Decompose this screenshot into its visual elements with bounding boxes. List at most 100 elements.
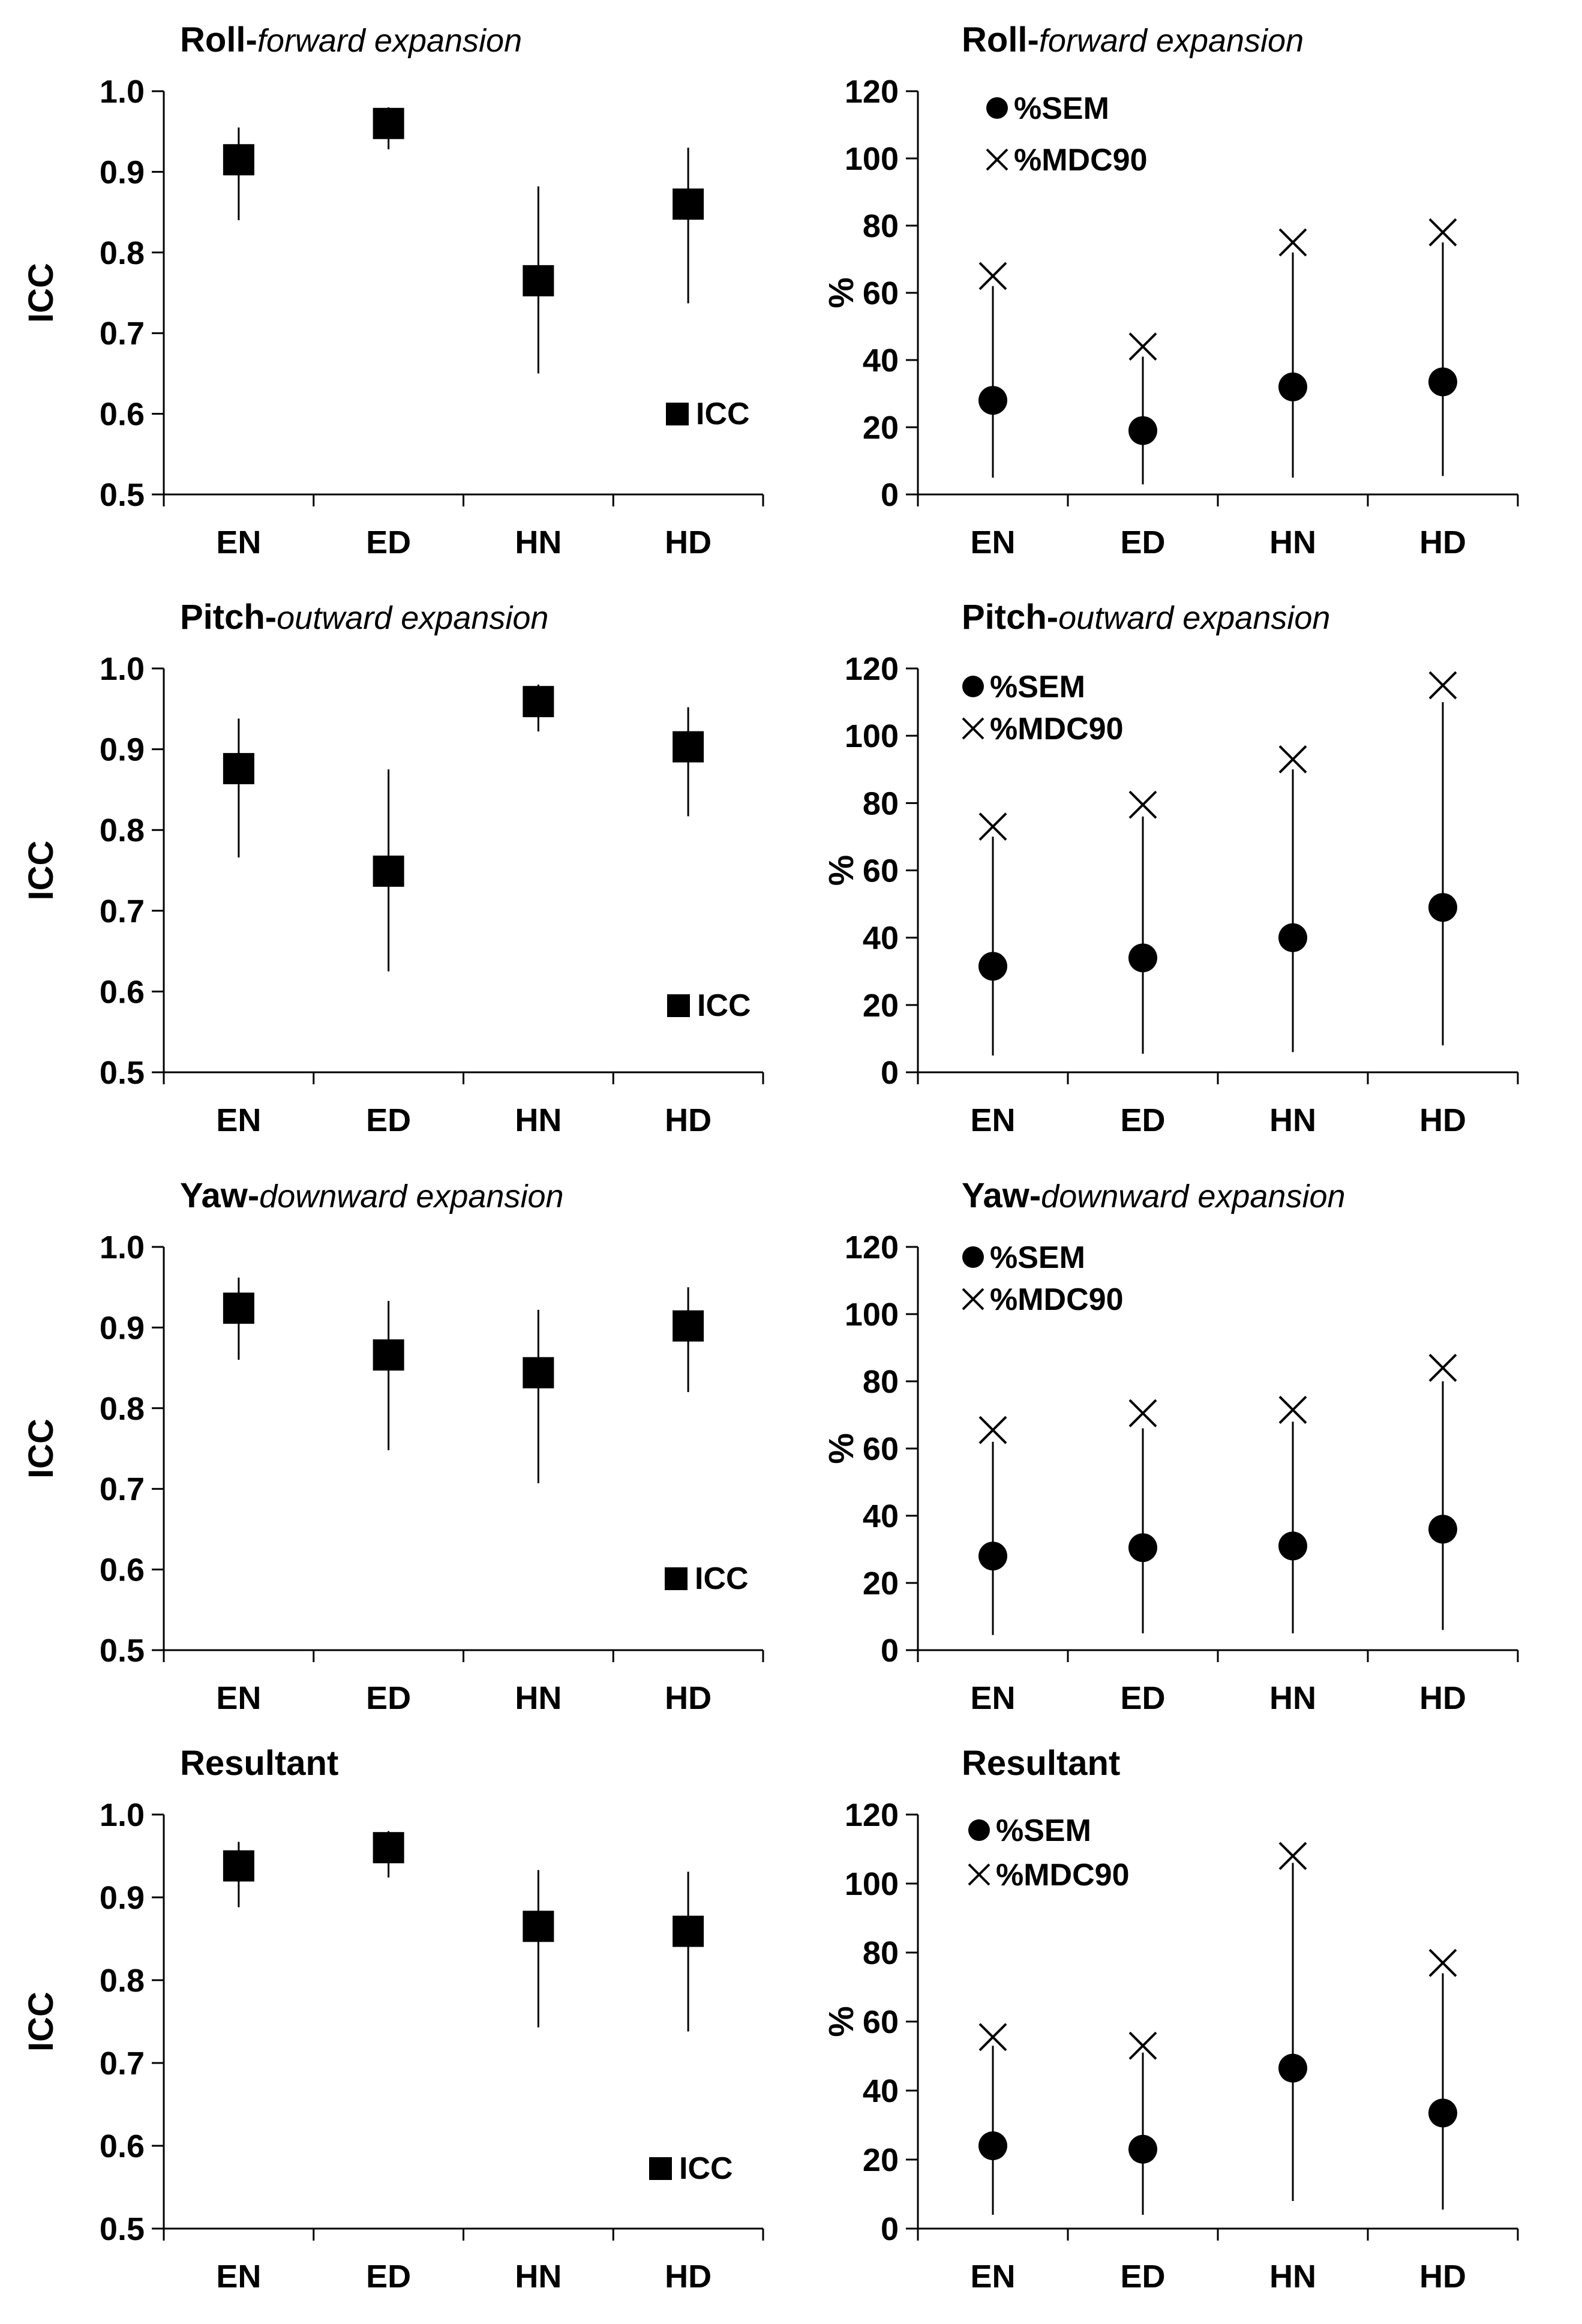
legend-sem-label: %SEM <box>1014 91 1109 126</box>
x-tick-label: HD <box>1419 524 1466 560</box>
y-tick-label: 1.0 <box>100 1230 145 1266</box>
x-tick-label: EN <box>970 1102 1015 1138</box>
icc-point <box>523 686 554 718</box>
icc-point <box>223 1850 254 1882</box>
y-tick-label: 100 <box>845 141 899 177</box>
x-tick-label: HD <box>665 524 712 560</box>
mdc90-point <box>978 262 1007 290</box>
chart-panel-1: Roll-forward expansion 0.5 0.6 0.7 0.8 0.9 1.0… <box>22 20 764 560</box>
chart-panel-2: Roll-forward expansion 0 20 40 60 80 100 120 EN E… <box>822 20 1519 560</box>
x-tick-label: EN <box>216 1102 261 1138</box>
sem-point <box>1128 416 1157 445</box>
chart-title: Pitch-outward expansion <box>180 598 548 637</box>
legend-sem-label: %SEM <box>990 1240 1085 1275</box>
y-tick-label: 100 <box>845 1297 899 1333</box>
legend-icc-label: ICC <box>695 1561 749 1596</box>
y-tick-label: 0.5 <box>100 1633 145 1669</box>
x-tick-label: HN <box>515 524 562 560</box>
mdc90-point <box>978 812 1007 841</box>
legend-icc-label: ICC <box>696 397 750 431</box>
legend-mdc90-label: %MDC90 <box>990 1282 1124 1317</box>
sem-point <box>1428 893 1457 922</box>
mdc90-point <box>1278 228 1307 257</box>
y-tick-label: 0.7 <box>100 893 145 929</box>
y-tick-label: 0.8 <box>100 1963 145 1999</box>
x-tick-label: ED <box>366 524 411 560</box>
chart-title-main: Resultant <box>962 1744 1120 1783</box>
legend-sem-marker <box>968 1819 990 1841</box>
chart-title: Resultant <box>180 1744 338 1783</box>
sem-point <box>1128 943 1157 973</box>
chart-title: Roll-forward expansion <box>180 20 522 59</box>
sem-point <box>1278 1531 1307 1561</box>
sem-point <box>978 952 1007 981</box>
icc-point <box>223 752 254 784</box>
x-tick-label: ED <box>1120 2259 1165 2295</box>
sem-point <box>1428 1515 1457 1544</box>
x-tick-label: HN <box>1269 524 1316 560</box>
chart-title-main: Yaw- <box>962 1176 1041 1215</box>
icc-point <box>373 1832 404 1864</box>
x-tick-label: HN <box>515 2259 562 2295</box>
y-tick-label: 120 <box>845 1797 899 1833</box>
x-tick-label: HN <box>515 1102 562 1138</box>
chart-panel-5: Yaw-downward expansion 0.5 0.6 0.7 0.8 0.9 1.0… <box>22 1176 764 1716</box>
y-tick-label: 0.9 <box>100 154 145 190</box>
y-tick-label: 60 <box>863 853 899 889</box>
mdc90-point <box>1278 1396 1307 1425</box>
sem-point <box>1128 2134 1157 2164</box>
sem-point <box>1278 2053 1307 2083</box>
x-tick-label: ED <box>366 2259 411 2295</box>
mdc90-point <box>1278 745 1307 773</box>
y-tick-label: 120 <box>845 651 899 687</box>
chart-panel-6: Yaw-downward expansion 0 20 40 60 80 100 120 EN E… <box>822 1176 1519 1716</box>
icc-point <box>673 1310 704 1342</box>
y-tick-label: 40 <box>863 343 899 379</box>
x-tick-label: HD <box>665 2259 712 2295</box>
icc-point <box>223 1293 254 1324</box>
legend-sem-label: %SEM <box>996 1813 1091 1848</box>
y-tick-label: 0 <box>881 477 899 513</box>
legend-mdc90-label: %MDC90 <box>990 712 1124 746</box>
y-tick-label: 0 <box>881 2211 899 2247</box>
y-axis-label: % <box>822 855 861 886</box>
x-tick-label: HD <box>665 1102 712 1138</box>
x-tick-label: HD <box>1419 1102 1466 1138</box>
icc-point <box>373 107 404 139</box>
y-tick-label: 20 <box>863 410 899 446</box>
x-tick-label: ED <box>366 1680 411 1716</box>
icc-point <box>223 144 254 176</box>
chart-title: Yaw-downward expansion <box>962 1176 1346 1215</box>
y-tick-label: 0.5 <box>100 477 145 513</box>
chart-title: Roll-forward expansion <box>962 20 1304 59</box>
x-tick-label: HD <box>1419 1680 1466 1716</box>
chart-title-main: Roll- <box>180 20 257 59</box>
chart-title-sub: outward expansion <box>277 600 548 636</box>
y-tick-label: 60 <box>863 275 899 311</box>
legend-icc-label: ICC <box>679 2151 733 2186</box>
x-tick-label: ED <box>1120 524 1165 560</box>
legend-mdc90-marker <box>986 148 1008 171</box>
y-tick-label: 0.5 <box>100 2211 145 2247</box>
icc-point <box>523 1357 554 1389</box>
legend-mdc90-label: %MDC90 <box>1014 143 1148 178</box>
sem-point <box>978 1542 1007 1571</box>
chart-title-sub: downward expansion <box>259 1179 563 1215</box>
icc-point <box>673 188 704 220</box>
chart-title-main: Resultant <box>180 1744 338 1783</box>
y-tick-label: 60 <box>863 2004 899 2040</box>
mdc90-point <box>1428 218 1457 247</box>
y-tick-label: 0.6 <box>100 1552 145 1588</box>
chart-title-main: Yaw- <box>180 1176 259 1215</box>
y-tick-label: 80 <box>863 785 899 821</box>
mdc90-point <box>1278 1842 1307 1870</box>
legend-mdc90-marker <box>962 717 984 740</box>
sem-point <box>978 386 1007 415</box>
y-tick-label: 0.8 <box>100 812 145 848</box>
y-tick-label: 0.5 <box>100 1055 145 1091</box>
chart-title-sub: forward expansion <box>257 23 522 59</box>
x-tick-label: HN <box>515 1680 562 1716</box>
x-tick-label: ED <box>366 1102 411 1138</box>
chart-title-sub: outward expansion <box>1058 600 1330 636</box>
y-axis-label: ICC <box>22 841 61 901</box>
